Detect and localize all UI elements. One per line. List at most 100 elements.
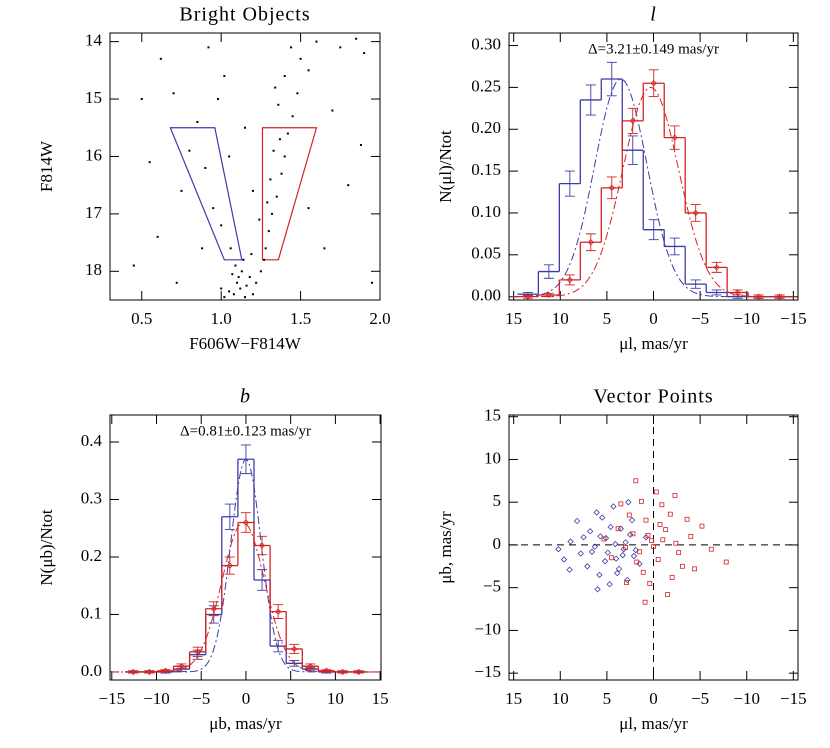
point (359, 143, 362, 146)
error-bar (240, 512, 251, 533)
point (597, 533, 604, 540)
error-bar (543, 264, 554, 279)
point (223, 296, 226, 299)
point (217, 98, 219, 101)
x-axis-label: μl, mas/yr (619, 334, 688, 353)
y-tick-label: 0.25 (471, 76, 501, 95)
y-tick-label: 0.3 (81, 488, 102, 507)
error-bar (690, 204, 701, 222)
point (315, 40, 318, 43)
point (604, 549, 611, 556)
error-bar (669, 237, 680, 256)
point (628, 516, 636, 524)
x-tick-label: 10 (552, 309, 569, 328)
point (264, 247, 267, 250)
point (267, 230, 270, 233)
y-axis-label: N(μb)/Ntot (37, 509, 56, 585)
point (307, 69, 310, 72)
panel-title: l (650, 4, 657, 26)
gaussian-fit (110, 458, 381, 673)
point (630, 531, 636, 537)
x-tick-label: 15 (372, 689, 389, 708)
point (130, 668, 137, 676)
y-tick-label: 0.05 (471, 244, 501, 263)
point (609, 555, 614, 561)
point (591, 543, 598, 550)
point (610, 503, 617, 510)
point (201, 247, 204, 250)
point (619, 552, 626, 559)
point (220, 224, 223, 227)
point (599, 514, 606, 521)
point (636, 560, 643, 567)
point (291, 645, 298, 653)
point (657, 522, 663, 527)
y-tick-label: −10 (474, 619, 501, 638)
point (699, 523, 705, 529)
point (672, 492, 678, 498)
error-bar (585, 84, 596, 116)
point (708, 546, 714, 552)
point (659, 502, 665, 508)
point (638, 498, 644, 504)
x-tick-label: 0 (649, 689, 658, 708)
error-bar (564, 274, 575, 286)
point (355, 37, 358, 40)
x-tick-label: 10 (327, 689, 344, 708)
point (607, 523, 614, 531)
point (239, 287, 242, 290)
point (671, 134, 678, 141)
x-tick-label: 15 (505, 309, 522, 328)
x-axis-label: μl, mas/yr (619, 714, 688, 733)
point (323, 667, 330, 674)
x-tick-label: 0 (242, 689, 251, 708)
point (653, 489, 659, 495)
point (339, 668, 346, 676)
point (226, 562, 234, 569)
point (258, 542, 266, 549)
x-tick-label: 0 (649, 309, 658, 328)
plot-frame (508, 414, 799, 681)
x-tick-label: 5 (603, 309, 612, 328)
y-tick-label: 18 (85, 260, 102, 279)
point (577, 550, 584, 557)
point (347, 184, 350, 187)
gaussian-fit (509, 87, 798, 298)
point (339, 46, 342, 49)
point (673, 540, 679, 546)
point (624, 580, 629, 585)
point (593, 509, 600, 516)
point (299, 57, 302, 60)
point (148, 161, 151, 164)
point (622, 539, 629, 546)
point (234, 264, 237, 267)
error-bar (224, 503, 235, 530)
point (665, 592, 670, 597)
point (587, 239, 594, 246)
point (159, 57, 162, 60)
point (156, 235, 159, 238)
point (634, 559, 640, 565)
point (146, 668, 153, 676)
point (688, 533, 694, 539)
y-tick-label: −15 (474, 662, 501, 681)
point (248, 276, 251, 279)
point (251, 293, 254, 296)
point (277, 103, 280, 106)
point (232, 293, 235, 296)
panel-title: b (240, 386, 251, 408)
x-tick-label: 5 (603, 689, 612, 708)
point (601, 536, 607, 542)
point (615, 526, 621, 532)
selection-region (261, 127, 318, 261)
point (524, 293, 532, 300)
x-tick-label: 5 (286, 689, 295, 708)
point (180, 189, 183, 192)
point (272, 149, 275, 152)
y-tick-label: 17 (85, 203, 103, 222)
plot-frame (109, 32, 381, 301)
point (651, 544, 656, 550)
error-bar (711, 289, 722, 296)
error-bar (564, 170, 575, 197)
error-bar (648, 219, 659, 241)
